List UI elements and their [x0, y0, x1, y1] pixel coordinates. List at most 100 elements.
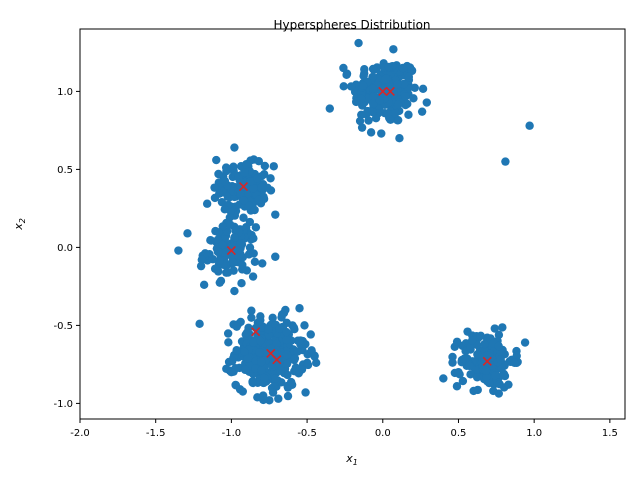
data-point	[466, 343, 475, 352]
data-point	[489, 386, 498, 396]
data-point	[200, 249, 210, 258]
data-point	[371, 114, 381, 123]
data-point	[257, 366, 266, 375]
data-point	[381, 74, 391, 84]
data-point	[452, 337, 462, 346]
y-axis-label: x2	[12, 218, 27, 231]
data-point	[227, 368, 236, 377]
data-point	[346, 82, 356, 91]
data-point	[248, 377, 257, 387]
data-point	[241, 365, 250, 375]
data-point	[481, 366, 491, 375]
data-point	[325, 104, 334, 113]
data-point	[295, 304, 304, 313]
data-point	[368, 107, 377, 117]
centroid-stroke	[251, 327, 261, 337]
data-point	[501, 157, 510, 166]
data-point	[398, 63, 408, 73]
y-tick-label: 0.0	[57, 243, 73, 254]
data-point	[364, 116, 373, 125]
data-point	[265, 396, 274, 405]
data-point	[208, 255, 218, 264]
chart-title: Hyperspheres Distribution	[273, 18, 430, 32]
centroid-stroke	[378, 86, 388, 96]
y-ticks: -1.0 -0.5 0.0 0.5 1.0	[53, 87, 80, 410]
data-point	[510, 358, 519, 368]
centroid-marker	[251, 327, 261, 337]
data-point	[196, 261, 206, 271]
x-tick-label: -0.5	[297, 428, 317, 439]
data-point	[254, 195, 264, 205]
data-point	[399, 79, 409, 89]
centroid-stroke	[272, 355, 282, 365]
data-point	[239, 196, 249, 205]
x-ticks: -2.0 -1.5 -1.0 -0.5 0.0 0.5 1.0 1.5	[70, 419, 618, 439]
y-axis-label-main: x	[12, 223, 25, 231]
data-point	[476, 331, 485, 341]
data-point	[255, 348, 264, 357]
data-point	[297, 365, 307, 374]
data-point	[242, 160, 251, 169]
data-point	[275, 324, 284, 334]
data-point	[249, 183, 258, 193]
data-point	[229, 162, 238, 171]
data-point	[282, 335, 291, 345]
x-tick-label: -2.0	[70, 428, 90, 439]
data-point	[360, 65, 369, 74]
data-point	[369, 92, 378, 101]
data-point	[351, 97, 361, 107]
data-point	[257, 357, 266, 367]
data-point	[271, 252, 280, 261]
data-point	[220, 176, 230, 186]
data-point	[214, 228, 223, 237]
data-point	[490, 324, 500, 333]
data-point	[238, 387, 247, 396]
data-point	[494, 341, 503, 351]
data-point	[473, 350, 482, 359]
data-point	[281, 305, 290, 315]
data-point	[218, 222, 227, 231]
data-point	[220, 248, 229, 257]
data-point	[342, 70, 351, 80]
data-point	[276, 366, 286, 375]
data-point	[393, 80, 402, 89]
data-point	[458, 376, 468, 386]
data-point	[240, 168, 250, 177]
data-point	[220, 205, 229, 214]
data-point	[303, 360, 313, 370]
data-point	[247, 306, 256, 315]
x-axis-label: x1	[345, 452, 358, 467]
data-point	[232, 346, 241, 355]
data-point	[483, 350, 492, 360]
points-layer	[174, 38, 534, 405]
data-point	[249, 249, 258, 258]
data-point	[183, 229, 192, 238]
data-point	[249, 234, 258, 243]
data-point	[393, 100, 403, 109]
data-point	[254, 157, 264, 166]
data-point	[232, 322, 241, 331]
data-point	[448, 352, 457, 362]
data-point	[377, 129, 386, 138]
x-tick-label: -1.0	[222, 428, 242, 439]
data-point	[454, 368, 463, 377]
data-point	[301, 388, 310, 397]
data-point	[384, 62, 394, 72]
data-point	[242, 328, 252, 337]
data-point	[240, 347, 249, 356]
data-point	[236, 239, 246, 248]
data-point	[496, 355, 505, 364]
data-point	[469, 386, 478, 396]
data-point	[269, 162, 278, 171]
centroid-marker	[238, 181, 249, 192]
data-point	[212, 155, 221, 165]
centroid-marker	[385, 86, 395, 96]
data-point	[368, 84, 378, 93]
data-point	[368, 72, 377, 82]
data-point	[248, 272, 258, 281]
data-point	[504, 380, 513, 389]
data-point	[215, 189, 224, 198]
data-point	[480, 339, 489, 349]
data-point	[253, 174, 262, 183]
